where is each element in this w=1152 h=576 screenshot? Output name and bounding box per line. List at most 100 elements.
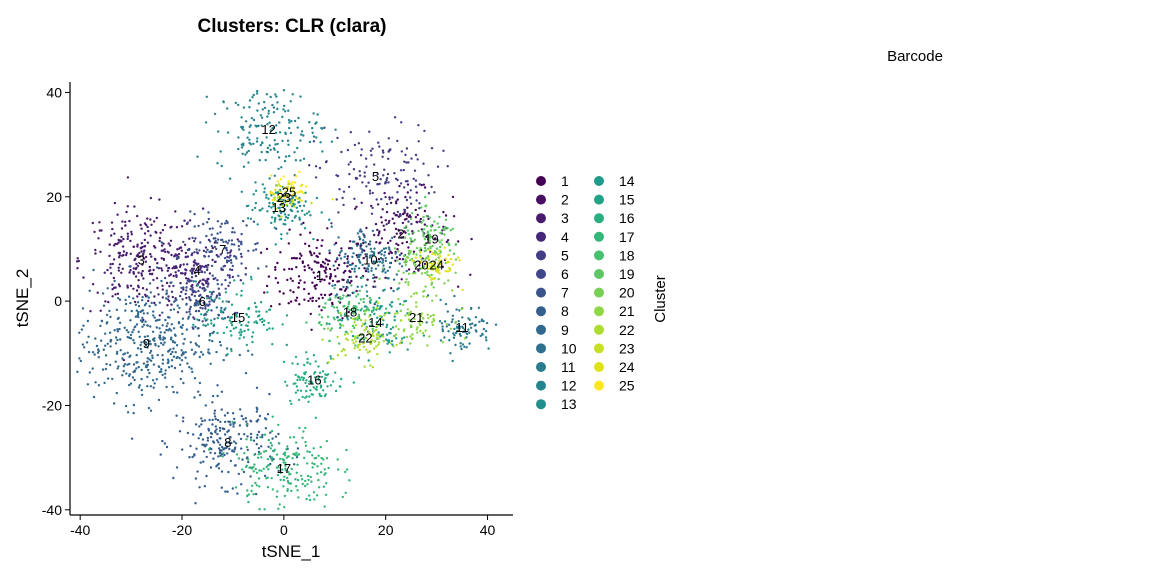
scatter-point xyxy=(120,227,124,230)
scatter-point xyxy=(281,115,284,119)
scatter-point xyxy=(364,319,367,322)
legend-key xyxy=(594,213,604,224)
scatter-point xyxy=(229,347,233,351)
scatter-point xyxy=(220,164,223,168)
scatter-point xyxy=(357,344,360,347)
scatter-point xyxy=(430,147,434,150)
scatter-point xyxy=(255,125,258,128)
scatter-point xyxy=(299,139,302,142)
scatter-point xyxy=(294,391,298,394)
scatter-point xyxy=(99,250,102,253)
scatter-point xyxy=(378,296,381,300)
scatter-point xyxy=(429,265,432,268)
scatter-point xyxy=(279,218,283,221)
scatter-point xyxy=(119,349,122,352)
scatter-point xyxy=(94,252,97,255)
scatter-point xyxy=(195,447,198,450)
scatter-point xyxy=(153,295,156,298)
scatter-point xyxy=(242,165,246,168)
scatter-point xyxy=(86,383,90,386)
scatter-point xyxy=(217,287,220,290)
scatter-point xyxy=(403,160,406,163)
scatter-point xyxy=(429,229,433,232)
scatter-point xyxy=(333,268,336,272)
scatter-point xyxy=(264,449,268,453)
scatter-point xyxy=(174,210,177,213)
scatter-point xyxy=(426,247,430,250)
scatter-point xyxy=(189,288,192,291)
scatter-point xyxy=(151,330,155,333)
scatter-point xyxy=(389,327,393,331)
scatter-point xyxy=(300,199,304,203)
scatter-point xyxy=(333,243,336,246)
scatter-point xyxy=(277,423,280,427)
scatter-point xyxy=(263,433,267,436)
scatter-point xyxy=(376,306,379,310)
scatter-point xyxy=(130,233,133,236)
scatter-point xyxy=(144,341,148,344)
scatter-point xyxy=(405,161,408,164)
scatter-point xyxy=(271,327,274,330)
scatter-point xyxy=(182,286,185,289)
scatter-point xyxy=(296,447,300,450)
scatter-point xyxy=(192,353,196,356)
scatter-point xyxy=(241,458,244,461)
scatter-point xyxy=(302,204,306,207)
scatter-point xyxy=(399,302,402,306)
scatter-point xyxy=(441,325,444,328)
scatter-point xyxy=(147,296,150,299)
scatter-point xyxy=(390,301,393,304)
scatter-point xyxy=(242,470,246,474)
scatter-point xyxy=(331,284,334,287)
scatter-point xyxy=(375,276,378,279)
scatter-point xyxy=(209,296,212,300)
scatter-point xyxy=(438,272,441,275)
scatter-point xyxy=(309,312,312,316)
scatter-point xyxy=(319,445,322,449)
scatter-point xyxy=(299,279,302,282)
scatter-point xyxy=(233,231,236,234)
scatter-point xyxy=(158,370,162,374)
scatter-point xyxy=(221,455,224,458)
scatter-point xyxy=(368,324,372,328)
scatter-point xyxy=(426,273,429,276)
scatter-point xyxy=(286,476,289,480)
scatter-point xyxy=(415,191,418,194)
scatter-point xyxy=(198,302,201,306)
scatter-point xyxy=(356,244,359,247)
scatter-point xyxy=(482,327,486,331)
scatter-point xyxy=(351,255,354,259)
scatter-point xyxy=(300,376,304,379)
scatter-point xyxy=(103,271,106,274)
scatter-point xyxy=(380,253,383,256)
scatter-point xyxy=(268,144,271,147)
scatter-point xyxy=(193,251,196,254)
scatter-point xyxy=(188,296,191,299)
scatter-point xyxy=(273,448,276,451)
scatter-point xyxy=(363,249,366,252)
scatter-point xyxy=(267,445,270,448)
scatter-point xyxy=(169,338,173,341)
scatter-point xyxy=(216,232,219,235)
scatter-point xyxy=(228,447,231,451)
scatter-point xyxy=(339,312,342,315)
scatter-point xyxy=(225,261,229,264)
scatter-point xyxy=(296,375,300,378)
scatter-point xyxy=(194,502,197,505)
scatter-point xyxy=(195,304,198,307)
scatter-point xyxy=(212,457,215,460)
scatter-point xyxy=(468,342,471,345)
scatter-point xyxy=(428,335,431,338)
scatter-point xyxy=(418,202,421,205)
scatter-point xyxy=(214,425,217,428)
scatter-point xyxy=(141,325,144,328)
scatter-point xyxy=(246,494,249,498)
scatter-point xyxy=(239,437,243,441)
scatter-point xyxy=(319,280,322,283)
scatter-point xyxy=(223,433,227,436)
scatter-point xyxy=(348,308,351,312)
scatter-point xyxy=(372,251,375,254)
scatter-point xyxy=(184,251,188,255)
scatter-point xyxy=(423,129,426,133)
scatter-point xyxy=(341,297,344,300)
